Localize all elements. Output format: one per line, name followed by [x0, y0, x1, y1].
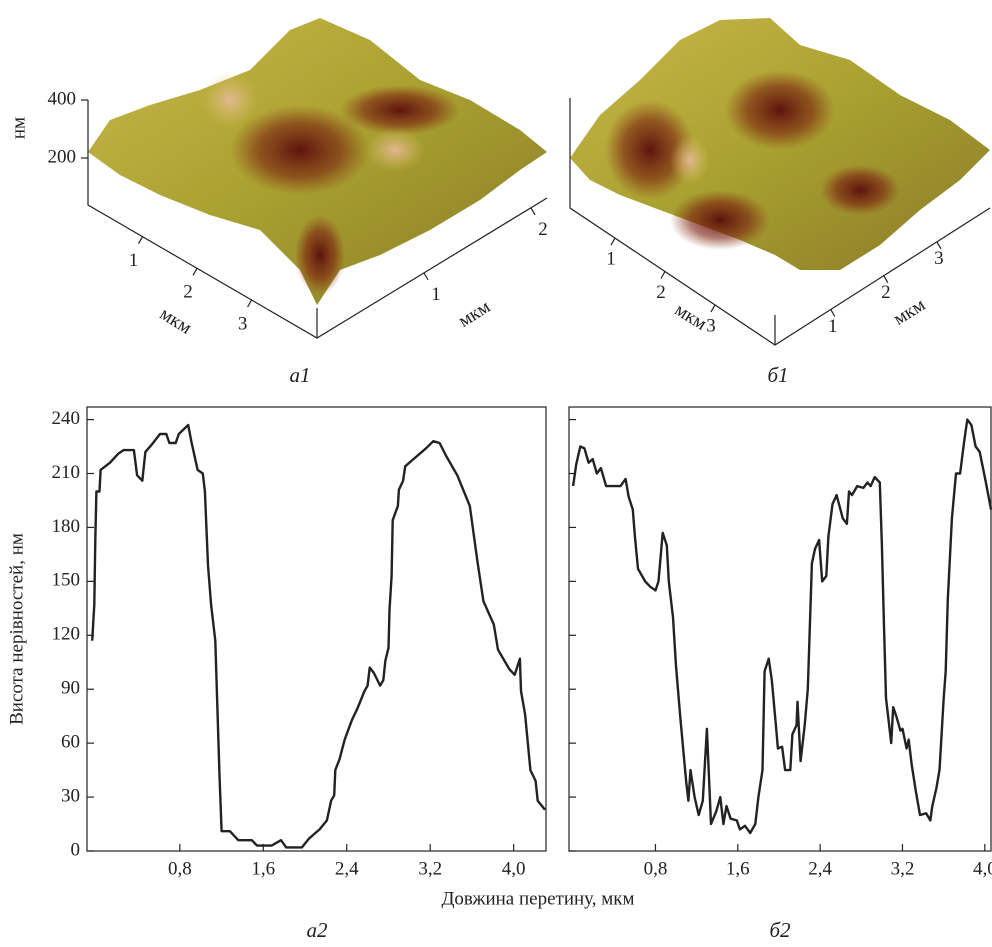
- x-tick-label: 1: [129, 250, 139, 271]
- y-axis-title: Висота нерівностей, нм: [6, 533, 27, 725]
- y-tick: [936, 241, 942, 250]
- x-tick-label: 2: [183, 282, 193, 303]
- panel-label: a1: [290, 363, 311, 387]
- profile-line: [571, 418, 992, 835]
- y-tick-label: 240: [52, 408, 81, 429]
- x-tick-label: 2,4: [808, 858, 832, 879]
- y-tick-label: 3: [934, 248, 944, 269]
- x-tick-label: 3: [706, 315, 716, 336]
- y-tick-label: 90: [61, 678, 80, 699]
- x-tick-label: 2,4: [335, 858, 359, 879]
- surface-a1: [88, 18, 547, 305]
- y-tick-label: 1: [828, 316, 838, 337]
- x-tick-label: 2: [656, 282, 666, 303]
- panel-label: б2: [769, 918, 791, 942]
- y-axis-title: мкм: [890, 294, 929, 329]
- x-tick-label: 3,2: [891, 858, 915, 879]
- z-axis-title: нм: [8, 117, 29, 139]
- x-tick-label: 4,0: [502, 858, 526, 879]
- x-tick-label: 3: [238, 313, 248, 334]
- z-tick-label: 200: [48, 146, 77, 167]
- x-tick: [247, 299, 253, 308]
- surface-b1: [570, 18, 990, 270]
- plot-frame: [568, 406, 992, 852]
- x-tick-label: 0,8: [644, 858, 668, 879]
- y-tick: [830, 309, 836, 317]
- profile-line: [91, 423, 546, 849]
- y-tick: [423, 272, 429, 281]
- y-tick-label: 1: [431, 284, 441, 305]
- x-tick-label: 4,0: [973, 858, 992, 879]
- axis: [87, 100, 548, 339]
- x-tick-label: 1: [606, 248, 616, 269]
- y-tick-label: 0: [71, 839, 81, 860]
- x-axis-title: мкм: [671, 299, 710, 334]
- y-tick-label: 60: [61, 732, 80, 753]
- panel-label: б1: [767, 363, 788, 387]
- y-tick-label: 150: [52, 570, 81, 591]
- y-tick-label: 180: [52, 516, 81, 537]
- y-tick-label: 210: [52, 462, 81, 483]
- z-tick-label: 400: [48, 88, 77, 109]
- x-tick-label: 3,2: [418, 858, 442, 879]
- x-tick: [660, 271, 666, 279]
- plot-frame: [86, 406, 547, 852]
- y-axis-title: мкм: [455, 296, 494, 331]
- x-tick-label: 1,6: [251, 858, 275, 879]
- y-tick-label: 30: [61, 785, 80, 806]
- panel-label: a2: [307, 918, 329, 942]
- x-tick: [192, 268, 198, 276]
- axis: [569, 98, 991, 346]
- y-tick-label: 2: [538, 219, 548, 240]
- x-tick-label: 1,6: [726, 858, 750, 879]
- y-tick-label: 2: [881, 282, 891, 303]
- x-tick: [710, 304, 716, 313]
- y-tick-label: 120: [52, 624, 81, 645]
- x-tick: [138, 236, 144, 244]
- x-axis-title: мкм: [156, 303, 195, 338]
- x-axis-title: Довжина перетину, мкм: [441, 888, 634, 909]
- y-tick: [883, 275, 889, 283]
- x-tick: [610, 237, 616, 246]
- x-tick-label: 0,8: [168, 858, 192, 879]
- y-tick: [530, 207, 536, 216]
